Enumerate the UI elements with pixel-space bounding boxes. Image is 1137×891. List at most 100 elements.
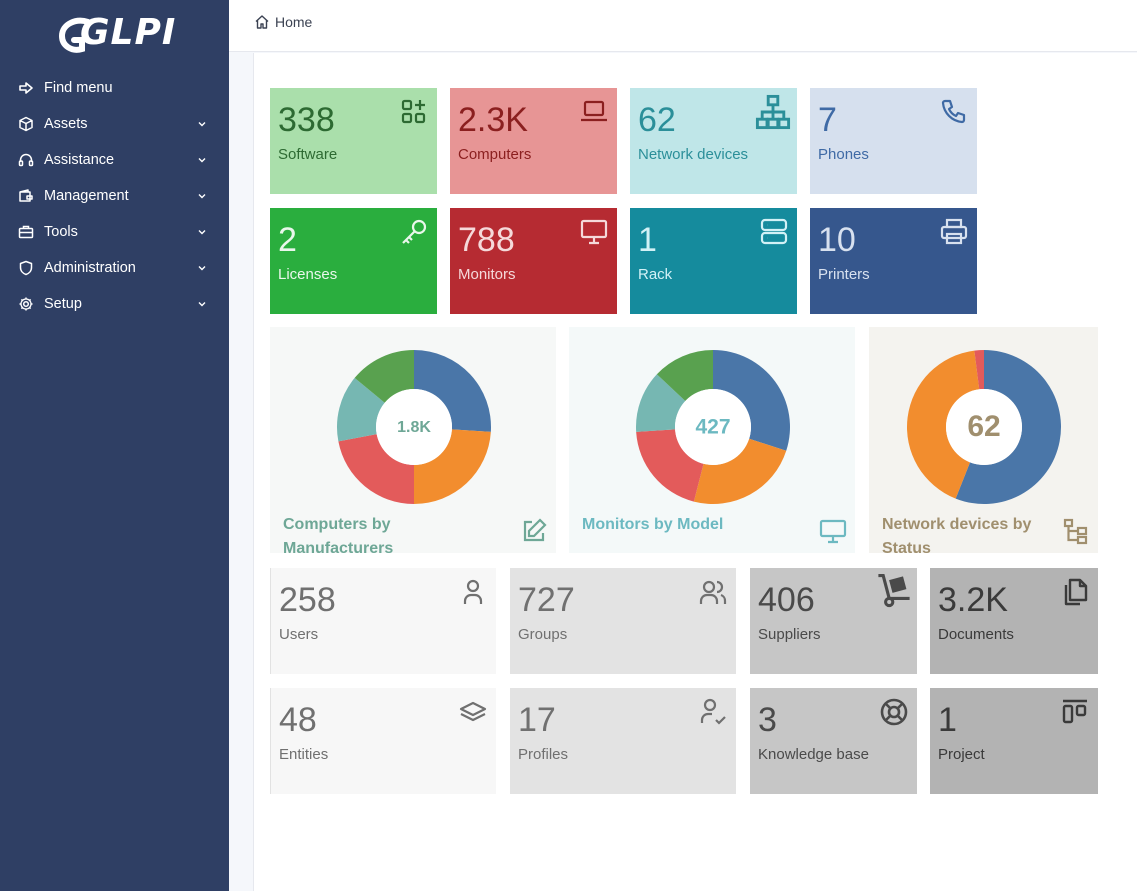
monitor-icon — [580, 219, 608, 245]
chevron-down-icon — [198, 266, 206, 271]
donut-center-value: 1.8K — [397, 419, 431, 436]
card-value: 338 — [278, 101, 335, 139]
sidebar-item-management[interactable]: Management — [0, 178, 229, 214]
donut-title: Computers by Manufacturers — [283, 516, 394, 553]
card-printers[interactable]: 10 Printers — [810, 208, 977, 314]
sidebar-menu: Find menu Assets Assistance Management — [0, 70, 229, 322]
card-value: 727 — [518, 581, 575, 619]
card-label: Documents — [938, 626, 1014, 643]
sidebar-item-assets[interactable]: Assets — [0, 106, 229, 142]
glpi-logo[interactable]: GLPI — [58, 12, 175, 56]
dolly-icon — [878, 574, 910, 608]
arrow-right-icon — [17, 79, 35, 97]
breadcrumb[interactable]: Home — [254, 14, 312, 30]
donut-hole — [675, 389, 751, 465]
card-value: 2.3K — [458, 101, 528, 139]
phone-icon — [941, 99, 966, 124]
card-label: Phones — [818, 146, 869, 163]
sidebar: GLPI Find menu Assets Assistance — [0, 0, 229, 891]
card-value: 3.2K — [938, 581, 1008, 619]
card-suppliers[interactable]: 406 Suppliers — [750, 568, 917, 674]
donut-slice-0[interactable] — [414, 350, 491, 432]
sidebar-item-label: Administration — [44, 260, 136, 276]
donut-slice-1[interactable] — [907, 350, 980, 499]
card-value: 2 — [278, 221, 297, 259]
donut-slice-0[interactable] — [713, 350, 790, 451]
card-label: Licenses — [278, 266, 338, 283]
donut-slice-0[interactable] — [955, 350, 1061, 504]
monitor-icon[interactable] — [819, 517, 847, 545]
chevron-down-icon — [198, 158, 206, 163]
donut-network-devices-by-status[interactable]: 62 Network devices by Status — [869, 327, 1098, 553]
donut-slice-4[interactable] — [354, 350, 414, 403]
donut-chart-2: 427 — [636, 350, 790, 504]
sidebar-item-setup[interactable]: Setup — [0, 286, 229, 322]
edit-icon[interactable] — [520, 517, 548, 545]
card-network-devices[interactable]: 62 Network devices — [630, 88, 797, 194]
card-value: 10 — [818, 221, 856, 259]
sidebar-item-assistance[interactable]: Assistance — [0, 142, 229, 178]
donut-computers-by-manufacturers[interactable]: 1.8K Computers by Manufacturers — [270, 327, 556, 553]
donut-slice-3[interactable] — [636, 374, 686, 432]
card-value: 62 — [638, 101, 676, 139]
donut-center-value: 427 — [695, 416, 730, 439]
sidebar-item-administration[interactable]: Administration — [0, 250, 229, 286]
stack-icon — [459, 701, 487, 722]
donut-slice-2[interactable] — [338, 434, 414, 504]
logo-text: GLPI — [80, 12, 177, 53]
donut-slice-1[interactable] — [414, 429, 491, 504]
card-software[interactable]: 338 Software — [270, 88, 437, 194]
card-phones[interactable]: 7 Phones — [810, 88, 977, 194]
donut-slice-2[interactable] — [636, 429, 704, 502]
breadcrumb-home[interactable]: Home — [275, 14, 313, 30]
card-label: Computers — [458, 146, 532, 163]
sidebar-item-label: Find menu — [44, 80, 113, 96]
sidebar-item-find-menu[interactable]: Find menu — [0, 70, 229, 106]
donut-slice-4[interactable] — [656, 350, 713, 401]
sitemap-icon[interactable] — [1062, 517, 1090, 545]
network-icon — [755, 94, 791, 130]
card-label: Suppliers — [758, 626, 821, 643]
card-knowledge-base[interactable]: 3 Knowledge base — [750, 688, 917, 794]
donut-slice-3[interactable] — [337, 377, 385, 442]
gear-icon — [17, 295, 35, 313]
card-groups[interactable]: 727 Groups — [510, 568, 736, 674]
donut-slice-2[interactable] — [974, 350, 984, 390]
card-label: Groups — [518, 626, 568, 643]
lifebuoy-icon — [880, 698, 908, 726]
card-project[interactable]: 1 Project — [930, 688, 1098, 794]
wallet-icon — [17, 187, 35, 205]
headset-icon — [17, 151, 35, 169]
card-label: Printers — [818, 266, 870, 283]
printer-icon — [940, 218, 968, 245]
dashboard: 338 Software 2.3K Computers 62 Network d… — [253, 53, 1137, 891]
card-value: 1 — [938, 701, 957, 739]
donut-chart-1: 1.8K — [337, 350, 491, 504]
card-value: 1 — [638, 221, 657, 259]
card-monitors[interactable]: 788 Monitors — [450, 208, 617, 314]
card-users[interactable]: 258 Users — [270, 568, 496, 674]
sidebar-item-tools[interactable]: Tools — [0, 214, 229, 250]
donut-slice-1[interactable] — [693, 438, 787, 504]
card-label: Network devices — [638, 146, 749, 163]
sidebar-item-label: Setup — [44, 296, 82, 312]
card-computers[interactable]: 2.3K Computers — [450, 88, 617, 194]
card-value: 3 — [758, 701, 777, 739]
card-rack[interactable]: 1 Rack — [630, 208, 797, 314]
donut-hole — [946, 389, 1022, 465]
cube-icon — [17, 115, 35, 133]
card-label: Profiles — [518, 746, 569, 763]
card-label: Entities — [279, 746, 329, 763]
card-documents[interactable]: 3.2K Documents — [930, 568, 1098, 674]
card-label: Project — [938, 746, 985, 763]
top-bar: Home — [229, 0, 1137, 52]
card-label: Monitors — [458, 266, 516, 283]
card-licenses[interactable]: 2 Licenses — [270, 208, 437, 314]
key-icon — [402, 219, 427, 244]
card-value: 258 — [279, 581, 336, 619]
donut-monitors-by-model[interactable]: 427 Monitors by Model — [569, 327, 855, 553]
card-entities[interactable]: 48 Entities — [270, 688, 496, 794]
user-check-icon — [700, 698, 726, 725]
card-label: Users — [279, 626, 319, 643]
card-profiles[interactable]: 17 Profiles — [510, 688, 736, 794]
